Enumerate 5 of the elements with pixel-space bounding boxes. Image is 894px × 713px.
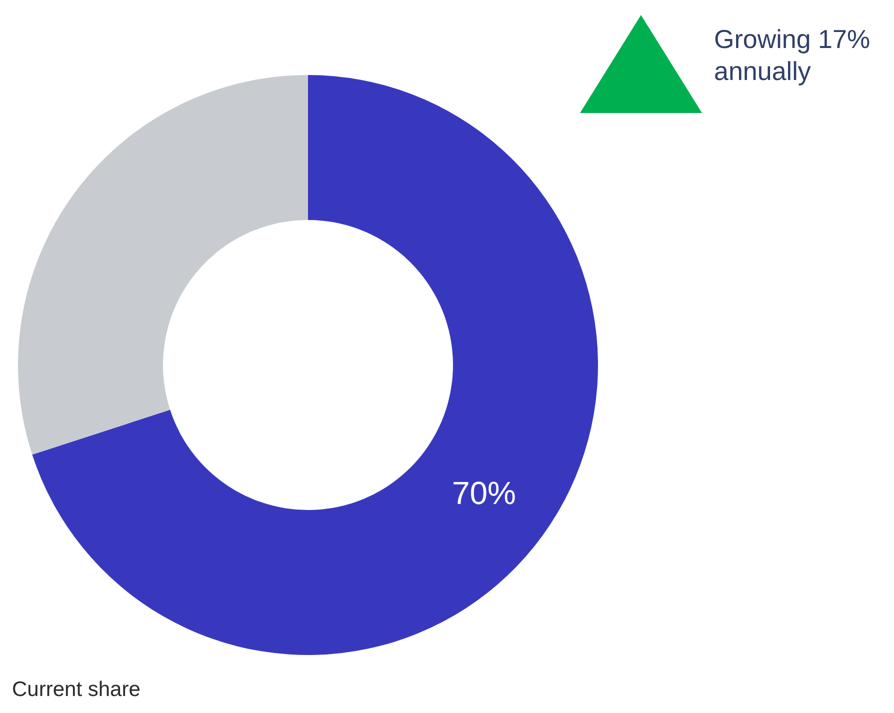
text: Current share <box>12 678 140 701</box>
donut-slice <box>18 75 308 455</box>
text: Growing 17% annually <box>714 24 870 86</box>
data-label: 70% <box>452 475 516 512</box>
donut-slice <box>32 75 598 655</box>
